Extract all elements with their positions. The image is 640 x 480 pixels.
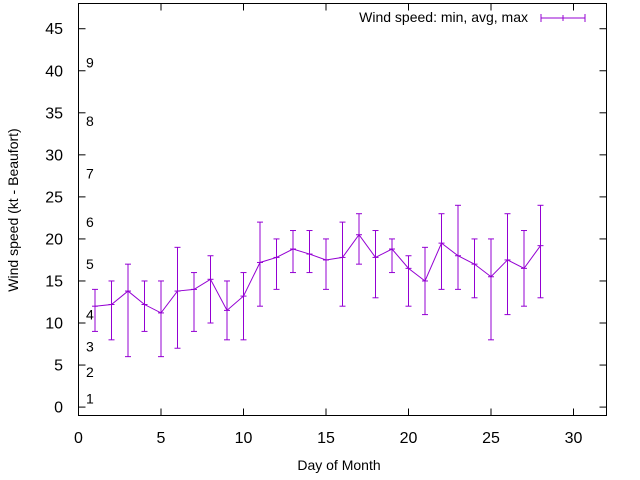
error-bar	[191, 272, 197, 332]
error-bar	[306, 230, 313, 274]
error-bar	[471, 238, 478, 299]
x-tick-label: 25	[482, 430, 500, 447]
error-bar	[240, 272, 247, 341]
error-bar	[455, 204, 461, 290]
error-bar	[158, 280, 164, 358]
error-bar	[108, 280, 115, 341]
legend-label: Wind speed: min, avg, max	[359, 9, 528, 25]
error-bar	[438, 213, 445, 290]
error-bar	[174, 246, 181, 349]
y-tick-label: 45	[45, 21, 63, 38]
error-bar	[141, 280, 148, 332]
beaufort-label: 4	[86, 307, 94, 323]
error-bar	[290, 230, 296, 274]
y-tick-label: 30	[45, 147, 63, 164]
beaufort-label: 7	[86, 165, 94, 181]
beaufort-label: 1	[86, 391, 94, 407]
error-bar	[92, 288, 98, 332]
error-bar	[356, 213, 362, 265]
y-axis-label: Wind speed (kt - Beaufort)	[5, 128, 21, 291]
x-tick-label: 15	[317, 430, 335, 447]
x-tick-label: 30	[565, 430, 583, 447]
y-tick-label: 15	[45, 273, 63, 290]
series-layer	[92, 204, 544, 358]
error-bar	[207, 255, 214, 324]
y-tick-label: 10	[45, 316, 63, 333]
y-tick-label: 20	[45, 231, 63, 248]
error-bar	[488, 238, 494, 341]
error-bar	[521, 230, 527, 307]
legend: Wind speed: min, avg, max	[359, 9, 586, 25]
error-bar	[389, 238, 395, 274]
error-bar	[504, 213, 511, 316]
y-tick-label: 0	[54, 400, 63, 417]
y-tick-label: 35	[45, 105, 63, 122]
error-bar	[224, 280, 230, 341]
y-tick-label: 5	[54, 358, 63, 375]
beaufort-annotations: 1 2 3 4 5 6 7 8 9	[86, 54, 94, 406]
beaufort-label: 8	[86, 113, 94, 129]
beaufort-label: 2	[86, 364, 94, 380]
beaufort-label: 9	[86, 54, 94, 70]
error-bar	[537, 204, 544, 299]
avg-line	[94, 233, 541, 314]
x-tick-label: 10	[235, 430, 253, 447]
x-tick-label: 5	[157, 430, 166, 447]
plot-area-frame	[78, 3, 607, 416]
error-bar	[125, 263, 131, 358]
x-tick-label: 0	[74, 430, 83, 447]
x-axis-ticks: 0 5 10 15 20 25 30	[74, 3, 583, 447]
beaufort-label: 5	[86, 256, 94, 272]
beaufort-label: 6	[86, 214, 94, 230]
error-bar	[422, 246, 428, 316]
error-bar	[257, 221, 263, 307]
error-bar	[339, 221, 346, 307]
error-bar	[405, 255, 412, 307]
y-tick-label: 40	[45, 63, 63, 80]
y-tick-label: 25	[45, 189, 63, 206]
error-bar	[372, 230, 379, 299]
x-axis-label: Day of Month	[297, 457, 380, 473]
beaufort-label: 3	[86, 339, 94, 355]
error-bar	[323, 238, 329, 290]
series-wind-speed	[92, 204, 544, 358]
x-tick-label: 20	[400, 430, 418, 447]
error-bar	[273, 238, 280, 290]
